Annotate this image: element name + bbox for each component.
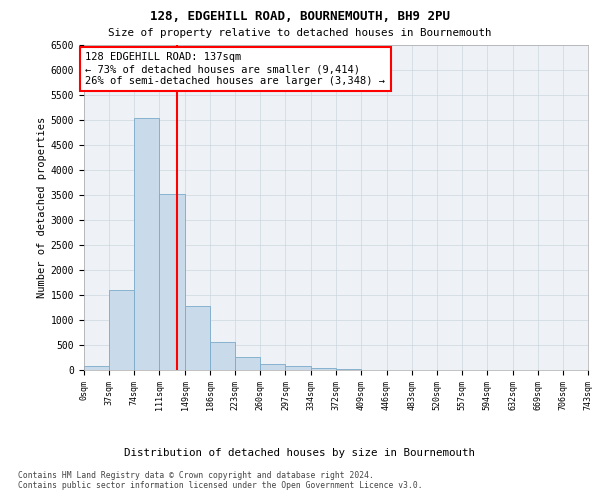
Text: 128 EDGEHILL ROAD: 137sqm
← 73% of detached houses are smaller (9,414)
26% of se: 128 EDGEHILL ROAD: 137sqm ← 73% of detac…	[85, 52, 385, 86]
Bar	[159, 194, 185, 370]
Bar	[185, 306, 210, 370]
Text: Contains public sector information licensed under the Open Government Licence v3: Contains public sector information licen…	[18, 481, 422, 490]
Bar	[260, 364, 286, 370]
Bar	[84, 366, 109, 370]
Text: Size of property relative to detached houses in Bournemouth: Size of property relative to detached ho…	[108, 28, 492, 38]
Bar	[311, 368, 337, 370]
Y-axis label: Number of detached properties: Number of detached properties	[37, 117, 47, 298]
Bar	[235, 356, 260, 370]
Bar	[210, 342, 235, 370]
Bar	[109, 290, 134, 370]
Text: 128, EDGEHILL ROAD, BOURNEMOUTH, BH9 2PU: 128, EDGEHILL ROAD, BOURNEMOUTH, BH9 2PU	[150, 10, 450, 23]
Text: Contains HM Land Registry data © Crown copyright and database right 2024.: Contains HM Land Registry data © Crown c…	[18, 471, 374, 480]
Text: Distribution of detached houses by size in Bournemouth: Distribution of detached houses by size …	[125, 448, 476, 458]
Bar	[286, 366, 311, 370]
Bar	[134, 118, 159, 370]
Bar	[337, 368, 361, 370]
